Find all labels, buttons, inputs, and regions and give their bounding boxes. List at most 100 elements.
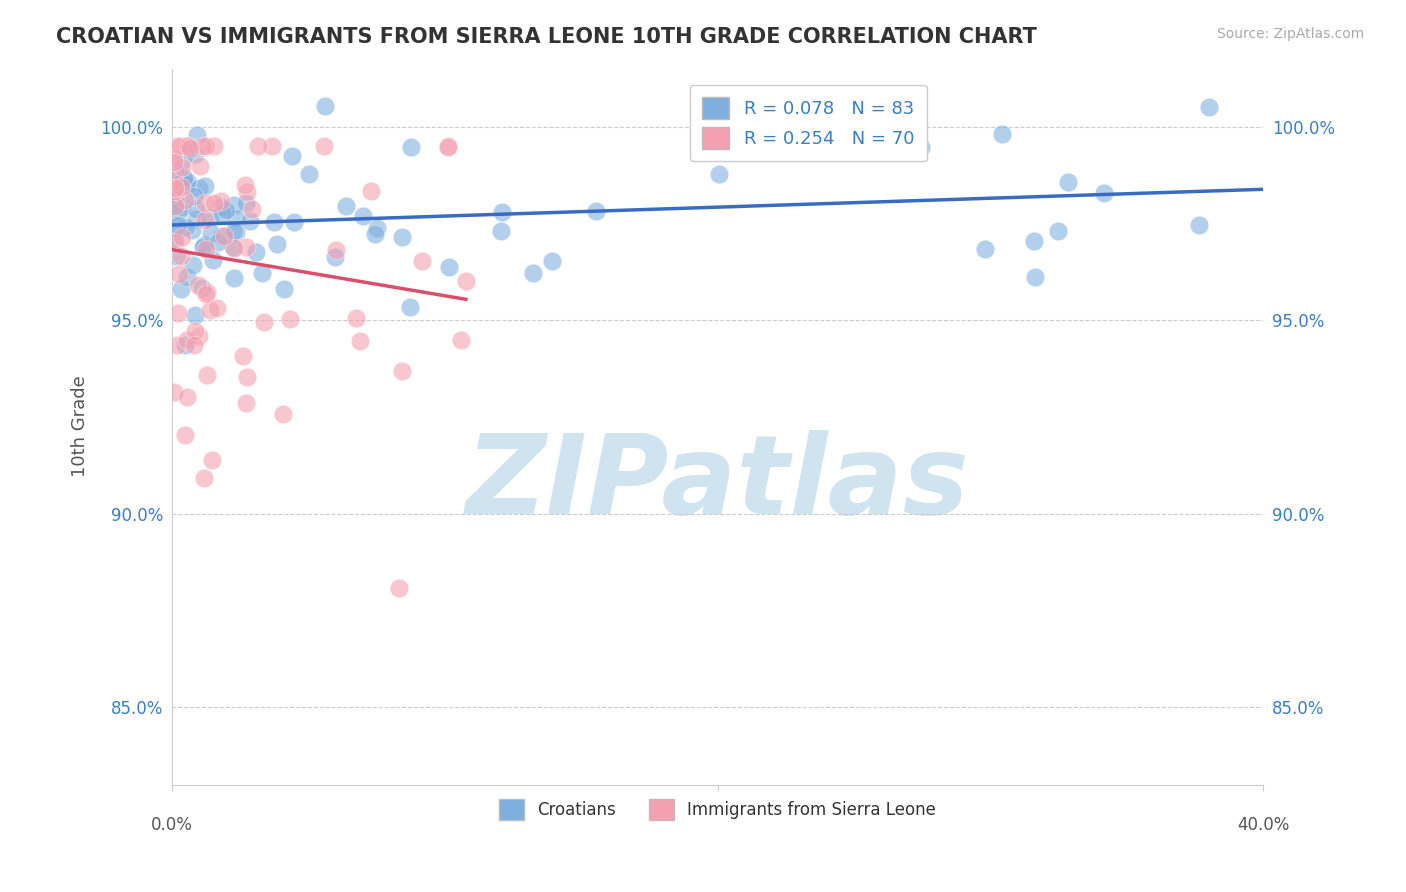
Point (215, 203, 238, 218)
Point (163, 163, 186, 178)
Point (235, 396, 257, 410)
Point (298, 167, 321, 181)
Point (181, 258, 204, 272)
Point (232, 349, 254, 363)
Legend: Croatians, Immigrants from Sierra Leone: Croatians, Immigrants from Sierra Leone (492, 793, 943, 827)
Point (222, 240, 245, 254)
Point (186, 211, 208, 226)
Point (195, 242, 218, 256)
Point (174, 193, 197, 207)
Point (163, 181, 186, 195)
Point (388, 581, 411, 595)
Point (209, 194, 232, 208)
Point (193, 212, 215, 227)
Point (450, 333, 472, 347)
Point (202, 253, 225, 268)
Point (352, 210, 374, 224)
Point (222, 224, 245, 238)
Point (193, 238, 215, 252)
Point (1022, 235, 1045, 249)
Point (170, 230, 193, 244)
Point (200, 227, 222, 241)
Point (177, 144, 200, 158)
Point (176, 173, 198, 187)
Point (173, 428, 195, 442)
Point (174, 338, 197, 352)
Point (188, 329, 211, 343)
Point (195, 139, 218, 153)
Point (225, 225, 247, 239)
Point (335, 199, 357, 213)
Point (172, 160, 194, 174)
Point (174, 219, 197, 234)
Point (202, 195, 225, 210)
Point (176, 390, 198, 404)
Point (167, 204, 190, 219)
Point (360, 184, 382, 198)
Point (191, 139, 214, 153)
Point (174, 178, 197, 192)
Point (179, 141, 201, 155)
Point (165, 184, 187, 198)
Point (1046, 224, 1069, 238)
Point (184, 147, 207, 161)
Point (194, 287, 217, 301)
Text: Source: ZipAtlas.com: Source: ZipAtlas.com (1216, 27, 1364, 41)
Point (172, 178, 194, 193)
Point (163, 200, 186, 214)
Point (191, 281, 214, 295)
Point (262, 139, 284, 153)
Point (436, 140, 458, 154)
Point (263, 215, 285, 229)
Point (176, 270, 198, 285)
Point (200, 303, 222, 318)
Point (281, 148, 304, 162)
Point (191, 240, 214, 254)
Point (188, 160, 211, 174)
Point (183, 324, 205, 338)
Point (186, 128, 208, 143)
Point (325, 243, 347, 257)
Point (163, 199, 186, 213)
Point (211, 229, 233, 244)
Point (489, 224, 512, 238)
Point (172, 153, 194, 168)
Point (167, 306, 190, 320)
Point (314, 98, 336, 112)
Point (173, 171, 195, 186)
Point (349, 334, 371, 348)
Point (212, 229, 235, 244)
Point (707, 167, 730, 181)
Point (163, 232, 186, 246)
Point (211, 207, 233, 221)
Point (170, 249, 193, 263)
Point (973, 242, 995, 256)
Point (312, 139, 335, 153)
Point (233, 178, 256, 193)
Point (207, 235, 229, 249)
Point (165, 219, 187, 234)
Point (247, 139, 270, 153)
Point (165, 249, 187, 263)
Point (399, 140, 422, 154)
Point (491, 204, 513, 219)
Point (222, 270, 245, 285)
Point (1024, 270, 1046, 285)
Point (283, 215, 305, 229)
Point (325, 250, 347, 264)
Point (224, 198, 246, 212)
Point (202, 139, 225, 153)
Point (176, 333, 198, 347)
Point (266, 237, 288, 252)
Point (177, 139, 200, 153)
Point (235, 185, 257, 199)
Point (1198, 100, 1220, 114)
Point (186, 202, 208, 216)
Point (201, 453, 224, 467)
Text: ZIPatlas: ZIPatlas (465, 431, 969, 537)
Point (541, 254, 564, 268)
Point (163, 193, 186, 207)
Point (195, 285, 218, 300)
Point (166, 139, 188, 153)
Point (193, 471, 215, 485)
